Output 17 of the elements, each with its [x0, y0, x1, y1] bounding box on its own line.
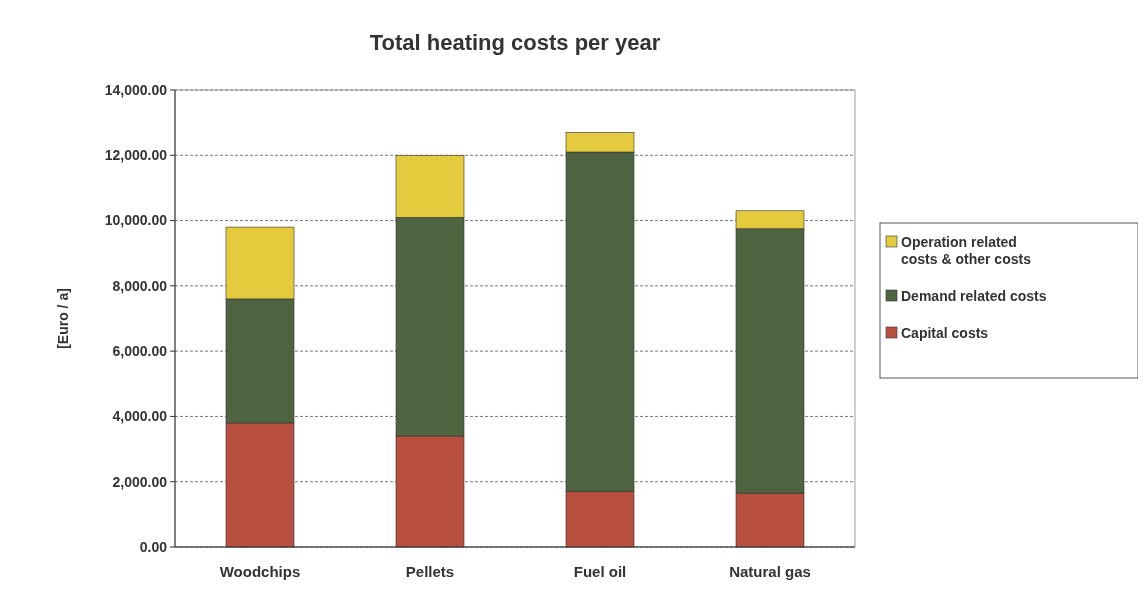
- y-tick-label: 4,000.00: [112, 408, 168, 425]
- y-tick-label: 6,000.00: [112, 343, 168, 360]
- y-tick-label: 8,000.00: [112, 277, 168, 294]
- x-tick-label: Fuel oil: [573, 563, 627, 580]
- legend-label: Operation related costs & other costs: [901, 234, 1032, 267]
- legend-label: Demand related costs: [901, 288, 1047, 304]
- y-tick-label: 0.00: [139, 538, 168, 555]
- x-tick-label: Natural gas: [729, 563, 811, 580]
- chart-title: Total heating costs per year: [369, 30, 661, 55]
- y-tick-label: 2,000.00: [112, 473, 168, 490]
- x-tick-label: Woodchips: [219, 563, 301, 580]
- x-tick-label: Pellets: [405, 563, 455, 580]
- legend-label: Capital costs: [901, 325, 989, 341]
- y-tick-label: 12,000.00: [104, 147, 168, 164]
- y-tick-label: 14,000.00: [104, 81, 168, 98]
- y-axis-title: [Euro / a]: [55, 288, 71, 349]
- y-tick-label: 10,000.00: [104, 212, 168, 229]
